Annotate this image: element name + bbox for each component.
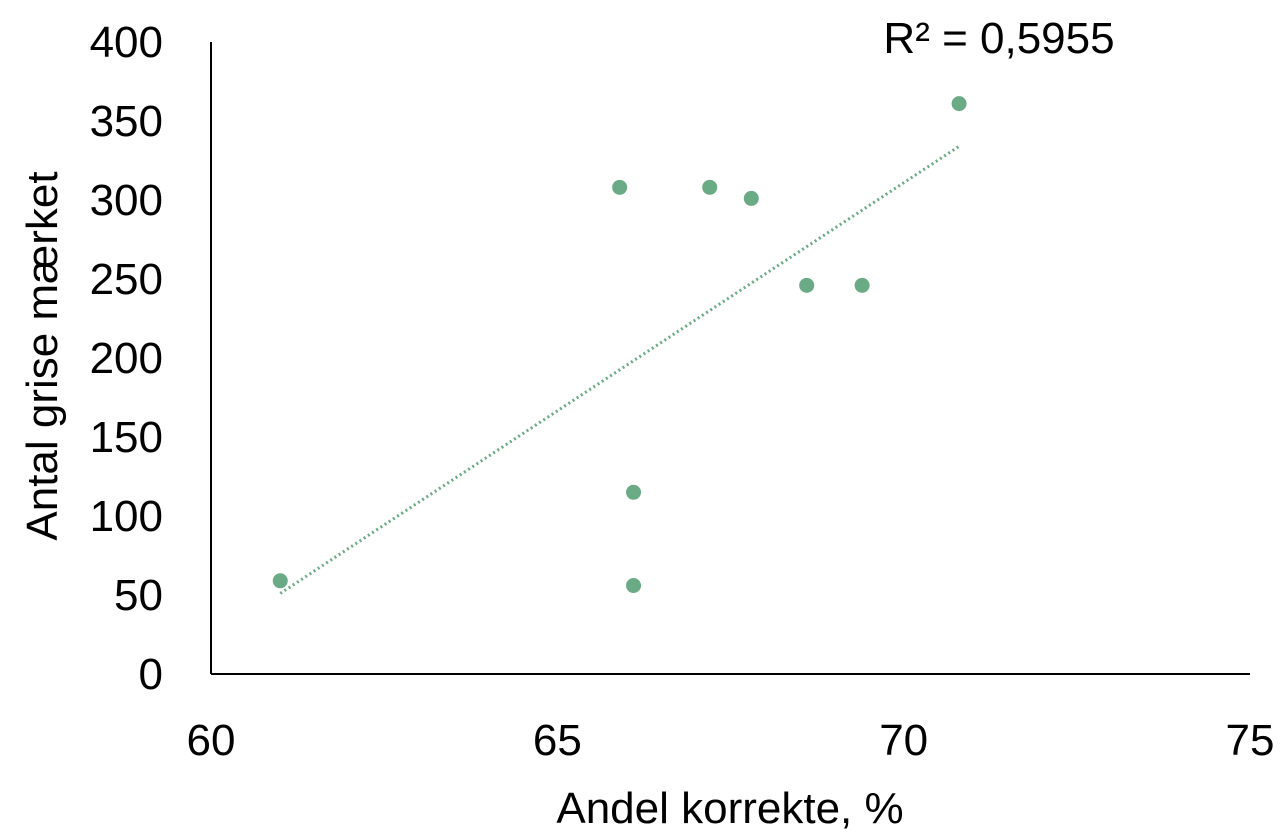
r-squared-annotation: R² = 0,5955	[883, 14, 1114, 63]
data-point	[702, 179, 718, 195]
data-point	[272, 573, 288, 589]
y-axis-label: Antal grise mærket	[18, 171, 67, 540]
x-tick-labels: 60 65 70 75	[187, 716, 1275, 765]
data-point	[799, 277, 815, 293]
x-tick-label: 75	[1226, 716, 1275, 765]
data-point	[743, 190, 759, 206]
trendline	[279, 145, 960, 595]
y-tick-label: 100	[90, 492, 163, 541]
data-point	[612, 179, 628, 195]
y-tick-labels: 0 50 100 150 200 250 300 350 400	[90, 18, 163, 699]
y-tick-label: 350	[90, 97, 163, 146]
y-tick-label: 50	[114, 571, 163, 620]
y-tick-label: 200	[90, 334, 163, 383]
data-point	[951, 96, 967, 112]
y-tick-label: 150	[90, 413, 163, 462]
y-tick-label: 250	[90, 255, 163, 304]
x-tick-label: 65	[533, 716, 582, 765]
data-point	[626, 578, 642, 594]
data-point	[854, 277, 870, 293]
data-points	[272, 96, 967, 594]
x-tick-label: 70	[879, 716, 928, 765]
y-tick-label: 400	[90, 18, 163, 67]
data-point	[626, 484, 642, 500]
y-tick-label: 300	[90, 176, 163, 225]
x-tick-label: 60	[187, 716, 236, 765]
y-tick-label: 0	[139, 650, 163, 699]
x-axis-label: Andel korrekte, %	[556, 784, 903, 833]
